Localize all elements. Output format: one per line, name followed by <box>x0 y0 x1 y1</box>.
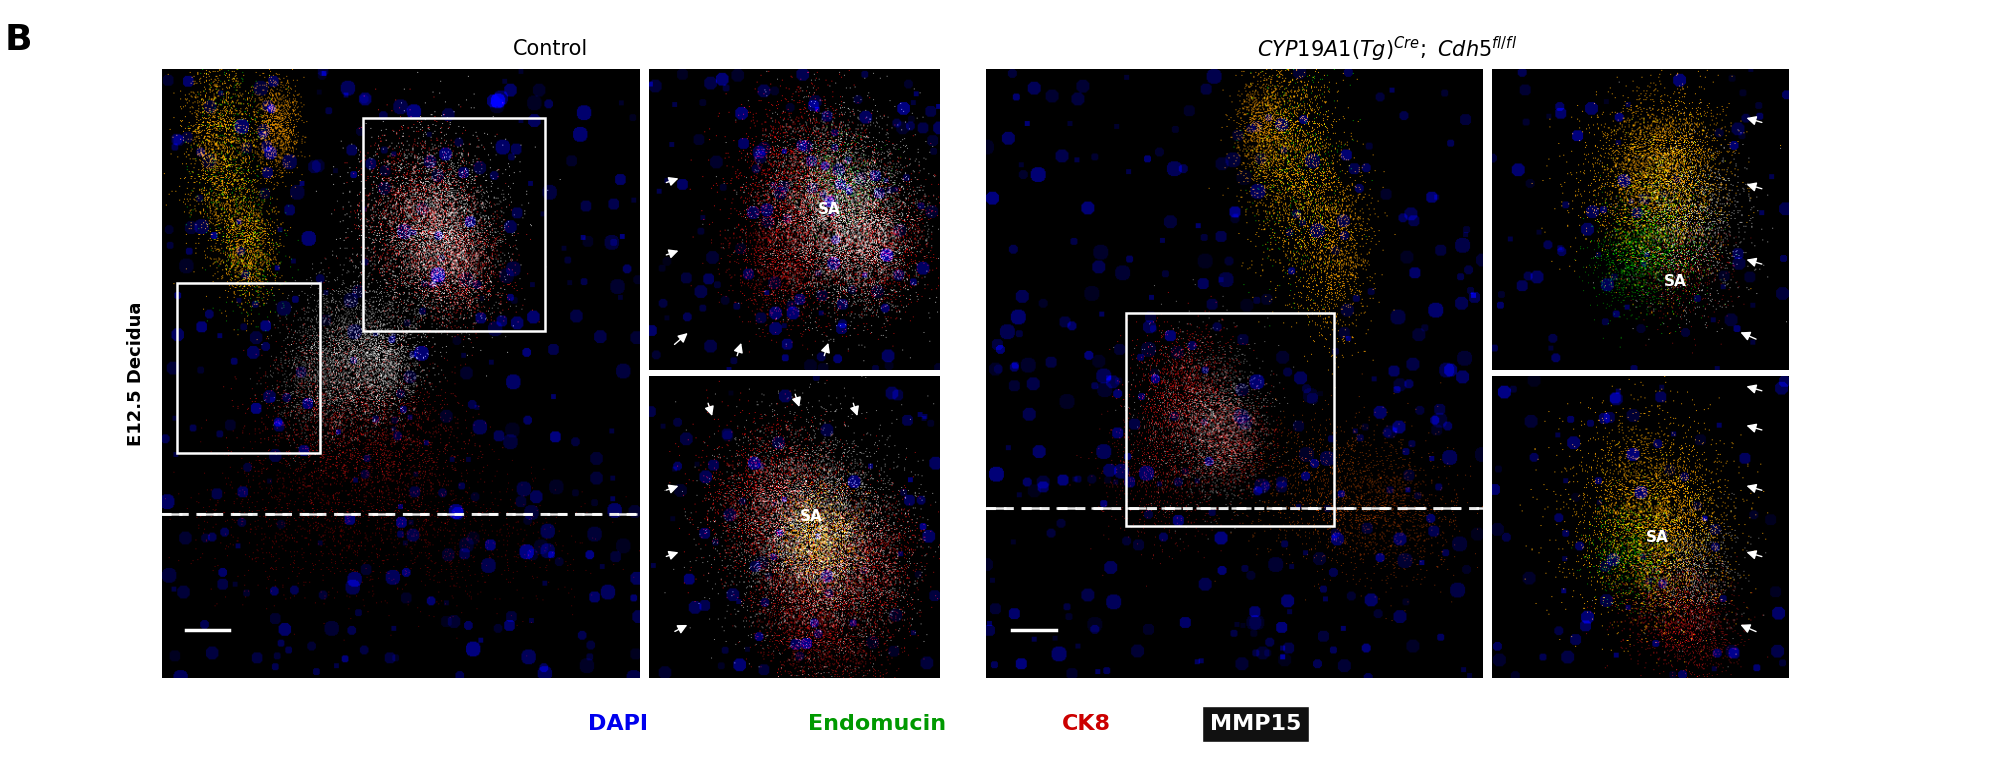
Text: E12.5 Decidua: E12.5 Decidua <box>128 301 145 446</box>
Text: Endomucin: Endomucin <box>807 714 947 734</box>
Text: DAPI: DAPI <box>588 714 648 734</box>
Bar <box>177 283 321 453</box>
Bar <box>363 118 544 331</box>
Text: MMP15: MMP15 <box>1210 714 1301 734</box>
Text: SA: SA <box>1664 274 1686 289</box>
Bar <box>1126 313 1335 526</box>
Text: SA: SA <box>817 201 841 217</box>
Text: SA: SA <box>1646 530 1668 545</box>
Text: B: B <box>4 23 32 57</box>
Text: Control: Control <box>512 39 588 59</box>
Text: $\it{CYP19A1(Tg)}^{\it{Cre}}$$\rm{;}\ $$\it{Cdh5}^{\it{fl/fl}}$: $\it{CYP19A1(Tg)}^{\it{Cre}}$$\rm{;}\ $$… <box>1258 34 1517 64</box>
Text: CK8: CK8 <box>1062 714 1110 734</box>
Text: SA: SA <box>799 509 823 524</box>
